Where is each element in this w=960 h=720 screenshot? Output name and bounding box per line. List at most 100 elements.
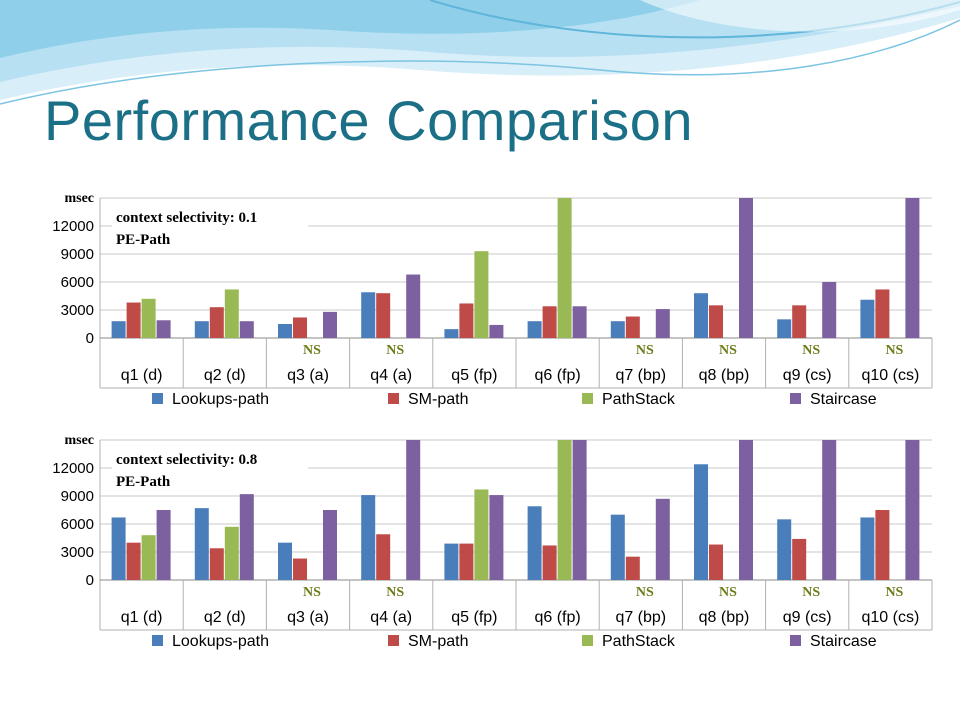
bar-sm-path (542, 545, 557, 580)
bar-lookups-path (278, 324, 292, 338)
bar-sm-path (625, 556, 640, 580)
legend-swatch (582, 635, 593, 646)
x-tick-label: q8 (bp) (699, 609, 750, 626)
bar-pathstack (474, 251, 489, 338)
bar-staircase (822, 282, 837, 338)
bar-staircase (655, 309, 670, 338)
legend-swatch (582, 393, 593, 404)
x-tick-label: q1 (d) (121, 609, 163, 626)
y-tick-label: 3000 (61, 544, 94, 561)
x-tick-label: q5 (fp) (451, 367, 497, 384)
x-tick-label: q3 (a) (287, 367, 329, 384)
bar-staircase (489, 324, 504, 338)
legend-label: Staircase (810, 391, 877, 408)
bar-pathstack (557, 198, 572, 338)
y-tick-label: 9000 (61, 246, 94, 263)
x-tick-label: q4 (a) (370, 367, 412, 384)
x-tick-label: q5 (fp) (451, 609, 497, 626)
annotation-method: PE-Path (116, 474, 171, 490)
y-tick-label: 9000 (61, 488, 94, 505)
bar-sm-path (376, 534, 391, 580)
bar-staircase (323, 510, 337, 580)
bar-staircase (905, 198, 920, 338)
bar-lookups-path (527, 321, 542, 338)
bar-sm-path (792, 305, 807, 338)
legend-label: PathStack (602, 633, 676, 650)
bar-staircase (239, 321, 254, 338)
ns-marker: NS (885, 343, 903, 358)
legend-swatch (152, 393, 163, 404)
bar-sm-path (709, 544, 723, 580)
bar-sm-path (625, 316, 640, 338)
x-tick-label: q2 (d) (204, 367, 246, 384)
bar-lookups-path (361, 495, 376, 580)
bar-sm-path (875, 510, 890, 580)
legend-label: SM-path (408, 391, 468, 408)
bar-pathstack (474, 489, 489, 580)
y-tick-label: 12000 (52, 218, 94, 235)
bar-staircase (905, 440, 920, 580)
legend-swatch (388, 393, 399, 404)
bar-sm-path (126, 302, 141, 338)
x-tick-label: q9 (cs) (783, 609, 832, 626)
bar-lookups-path (860, 517, 875, 580)
annotation-box (112, 446, 308, 492)
x-tick-label: q2 (d) (204, 609, 246, 626)
bar-lookups-path (694, 464, 708, 580)
y-tick-label: 0 (86, 572, 94, 589)
legend-swatch (790, 635, 801, 646)
bar-sm-path (709, 305, 723, 338)
annotation-selectivity: context selectivity: 0.8 (116, 452, 257, 468)
ns-marker: NS (636, 343, 654, 358)
bar-staircase (739, 198, 753, 338)
bar-pathstack (557, 440, 572, 580)
ns-marker: NS (303, 343, 321, 358)
legend-label: Staircase (810, 633, 877, 650)
y-tick-label: 6000 (61, 274, 94, 291)
bar-lookups-path (610, 321, 625, 338)
bar-pathstack (224, 289, 239, 338)
bar-lookups-path (860, 299, 875, 338)
ns-marker: NS (802, 343, 820, 358)
bar-lookups-path (610, 514, 625, 580)
ns-marker: NS (636, 585, 654, 600)
y-tick-label: 3000 (61, 302, 94, 319)
bar-staircase (156, 320, 171, 338)
ns-marker: NS (386, 585, 404, 600)
bar-lookups-path (777, 319, 792, 338)
bar-pathstack (141, 298, 156, 338)
annotation-selectivity: context selectivity: 0.1 (116, 210, 257, 226)
ns-marker: NS (885, 585, 903, 600)
annotation-box (112, 204, 308, 250)
x-tick-label: q7 (bp) (615, 609, 666, 626)
legend-label: SM-path (408, 633, 468, 650)
bar-staircase (239, 494, 254, 580)
chart-selectivity-0-1: 0 3000 6000 9000 12000 msec q1 (d) q2 (d) q3 (a)… (34, 188, 934, 420)
bar-lookups-path (194, 508, 209, 580)
bar-staircase (156, 510, 171, 580)
chart-selectivity-0-8: 0 3000 6000 9000 12000 msec q1 (d) q2 (d) q3 (a)… (34, 430, 934, 662)
ns-marker: NS (386, 343, 404, 358)
bar-lookups-path (278, 542, 292, 580)
x-tick-label: q3 (a) (287, 609, 329, 626)
bar-lookups-path (444, 329, 459, 338)
bar-staircase (406, 440, 421, 580)
bar-sm-path (459, 303, 474, 338)
bar-staircase (572, 306, 587, 338)
bar-pathstack (141, 535, 156, 580)
legend-label: Lookups-path (172, 391, 269, 408)
bar-sm-path (875, 289, 890, 338)
x-tick-label: q6 (fp) (534, 609, 580, 626)
bar-staircase (739, 440, 753, 580)
bar-lookups-path (194, 321, 209, 338)
ns-marker: NS (802, 585, 820, 600)
bar-staircase (406, 274, 421, 338)
x-tick-label: q7 (bp) (615, 367, 666, 384)
bar-lookups-path (361, 292, 376, 338)
bar-staircase (822, 440, 837, 580)
bar-sm-path (293, 317, 307, 338)
annotation-method: PE-Path (116, 232, 171, 248)
legend-swatch (388, 635, 399, 646)
bar-staircase (489, 495, 504, 580)
y-axis-label: msec (64, 433, 94, 448)
